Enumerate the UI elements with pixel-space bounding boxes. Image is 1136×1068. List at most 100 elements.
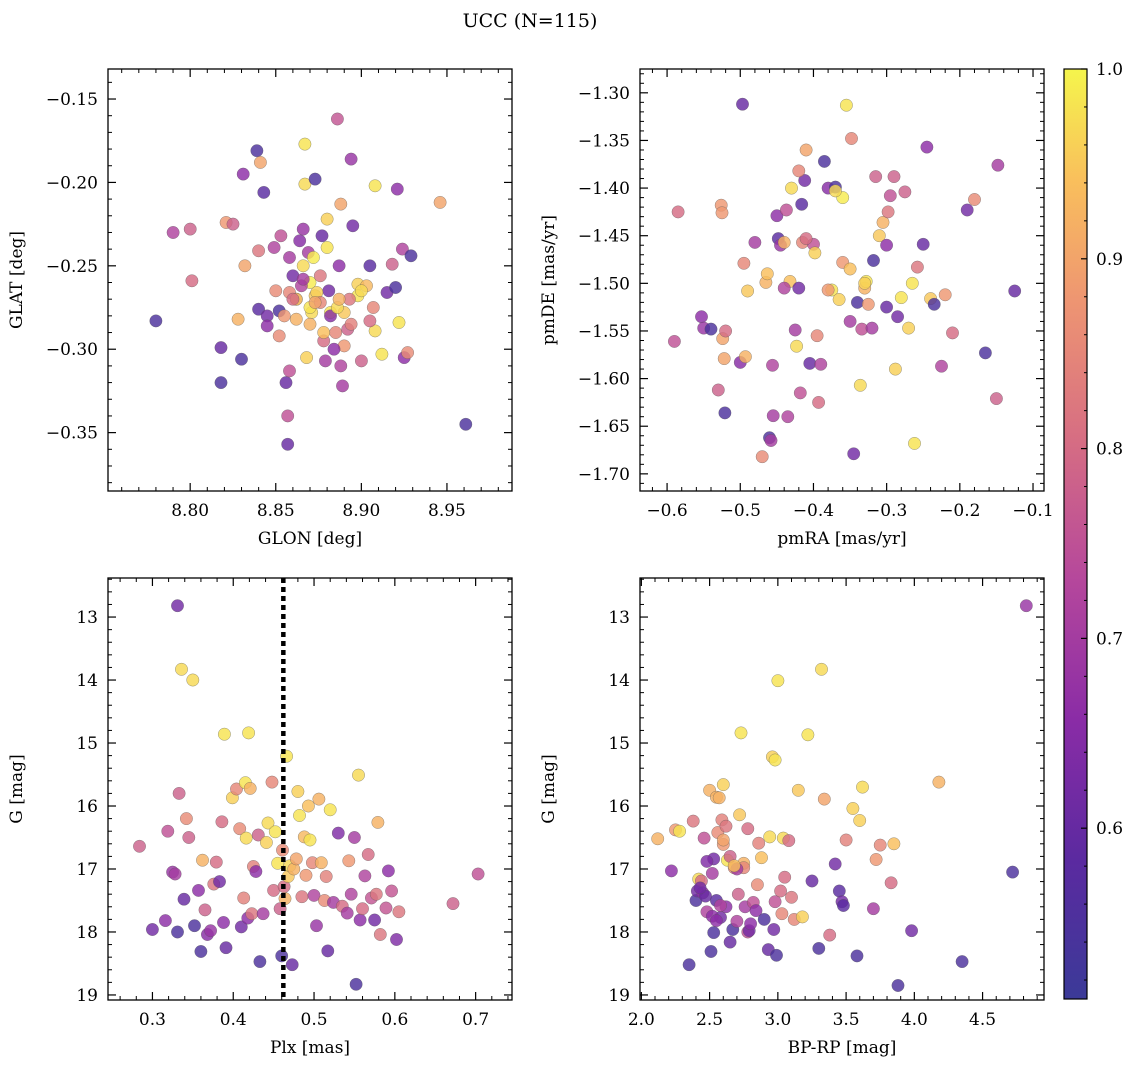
data-point — [651, 832, 665, 846]
data-point — [392, 316, 406, 329]
y-tick-label: 13 — [608, 608, 630, 628]
data-point — [771, 674, 785, 688]
data-point — [730, 914, 744, 928]
data-point — [782, 834, 796, 848]
data-point — [850, 949, 864, 963]
data-point — [715, 206, 729, 220]
y-tick-label: 16 — [76, 797, 98, 817]
data-point — [763, 830, 777, 844]
data-point — [324, 309, 337, 323]
data-point — [887, 837, 901, 851]
data-point — [281, 437, 295, 451]
x-tick-label: 2.5 — [696, 1010, 723, 1030]
data-point — [313, 269, 327, 283]
colorbar-tick-label: 0.8 — [1096, 440, 1123, 460]
data-point — [869, 170, 883, 184]
figure-title: UCC (N=115) — [463, 10, 598, 32]
data-point — [356, 902, 369, 916]
data-point — [865, 321, 879, 335]
y-tick-label: −1.35 — [578, 131, 630, 151]
data-point — [777, 235, 791, 249]
y-tick-label: −0.25 — [46, 257, 98, 277]
colorbar-tick-label: 1.0 — [1096, 60, 1123, 80]
data-point — [186, 673, 200, 687]
data-point — [314, 856, 328, 870]
y-axis: 13 14 15 16 17 18 19 — [608, 608, 1044, 1006]
data-point — [172, 786, 186, 800]
data-point — [791, 783, 805, 797]
data-point — [767, 923, 781, 936]
data-point — [306, 251, 320, 264]
data-point — [723, 935, 737, 949]
data-point — [858, 276, 872, 290]
x-tick-label: −0.2 — [939, 501, 980, 521]
data-point — [171, 925, 184, 939]
data-point — [799, 232, 813, 246]
data-point — [731, 887, 745, 901]
data-point — [285, 958, 299, 972]
data-point — [777, 281, 791, 295]
data-point — [301, 799, 315, 813]
data-point — [832, 884, 846, 898]
x-axis-label: pmRA [mas/yr] — [777, 529, 906, 549]
data-point — [781, 410, 795, 424]
data-point — [667, 334, 681, 348]
data-point — [233, 822, 247, 836]
x-tick-label: 0.7 — [462, 1010, 489, 1030]
x-tick-label: −0.5 — [720, 501, 761, 521]
data-point — [320, 212, 334, 226]
x-tick-label: 4.0 — [901, 1010, 928, 1030]
data-point — [908, 436, 921, 450]
y-tick-label: 14 — [608, 671, 630, 691]
data-point — [790, 339, 804, 353]
data-point — [768, 895, 782, 909]
data-point — [390, 182, 404, 196]
x-tick-label: −0.1 — [1012, 501, 1053, 521]
data-point — [719, 324, 733, 338]
data-point — [315, 229, 329, 243]
data-point — [812, 941, 826, 955]
data-point — [817, 792, 831, 806]
data-point — [716, 778, 730, 792]
y-axis: 13 14 15 16 17 18 19 — [76, 608, 512, 1006]
y-axis-label: G [mag] — [539, 754, 559, 823]
data-point — [177, 892, 191, 906]
data-point — [354, 354, 368, 368]
y-tick-label: −1.60 — [578, 370, 630, 390]
x-tick-label: −0.6 — [646, 501, 687, 521]
y-axis: −0.35 −0.30 −0.25 −0.20 −0.15 — [46, 90, 512, 444]
data-point — [770, 948, 783, 962]
data-point — [242, 726, 256, 740]
data-point — [828, 184, 842, 198]
data-point — [1008, 284, 1022, 298]
y-tick-label: 14 — [76, 671, 98, 691]
data-point — [778, 870, 792, 884]
data-point — [847, 447, 861, 461]
data-point — [695, 310, 708, 324]
data-point — [354, 284, 368, 298]
data-point — [334, 359, 348, 373]
data-point — [960, 203, 974, 217]
data-point — [801, 728, 815, 742]
data-point — [888, 362, 902, 376]
data-point — [774, 884, 788, 898]
data-point — [792, 164, 806, 178]
y-tick-label: −0.20 — [46, 173, 98, 193]
data-point — [927, 297, 941, 311]
data-point — [760, 267, 774, 281]
data-point — [749, 904, 763, 918]
y-tick-label: −1.50 — [578, 274, 630, 294]
colorbar: 0.6 0.7 0.8 0.9 1.0 — [1063, 60, 1123, 1000]
data-point — [704, 945, 718, 958]
data-point — [712, 791, 726, 805]
data-point — [323, 803, 337, 817]
data-point — [349, 977, 363, 991]
x-tick-label: −0.3 — [866, 501, 907, 521]
data-point — [353, 913, 367, 927]
y-tick-label: 18 — [608, 923, 630, 943]
data-point — [214, 341, 228, 355]
y-axis-label: GLAT [deg] — [7, 231, 27, 329]
data-point — [795, 910, 809, 924]
data-point — [261, 816, 275, 830]
